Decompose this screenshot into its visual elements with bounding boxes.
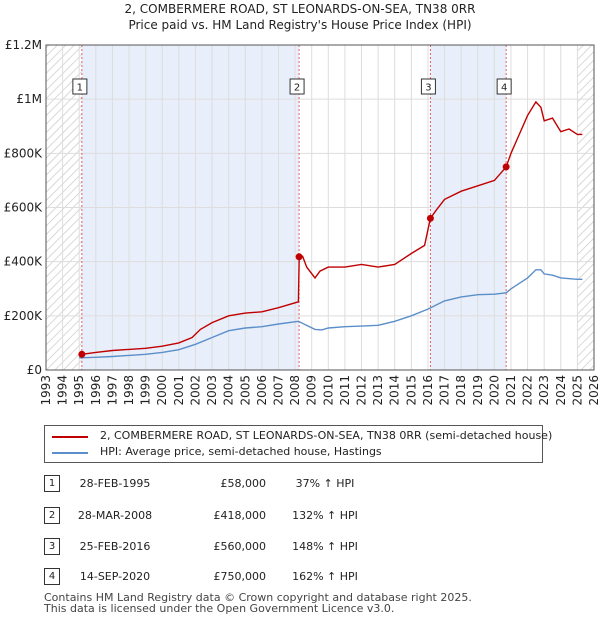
x-tick-label: 2026 [587, 375, 600, 406]
sale-label: 1 [72, 78, 88, 95]
sale-hpi-change: 132% ↑ HPI [292, 509, 358, 522]
sale-row: 2 28-MAR-2008 £418,000 132% ↑ HPI [0, 507, 600, 527]
x-tick-label: 2007 [271, 375, 285, 406]
sale-point [295, 253, 303, 261]
legend: 2, COMBERMERE ROAD, ST LEONARDS-ON-SEA, … [44, 425, 552, 463]
sale-label-text: 4 [501, 83, 507, 94]
y-tick-label: £1M [16, 92, 42, 106]
sale-price: £58,000 [220, 477, 267, 490]
x-tick-label: 2017 [438, 375, 452, 406]
x-tick-label: 2016 [421, 375, 435, 406]
sale-hpi-change: 148% ↑ HPI [292, 540, 358, 553]
footer-licence: This data is licensed under the Open Gov… [44, 602, 395, 615]
sale-price: £560,000 [213, 540, 267, 553]
sale-point [426, 214, 434, 222]
sale-row: 3 25-FEB-2016 £560,000 148% ↑ HPI [0, 538, 600, 558]
x-tick-label: 1999 [139, 375, 153, 406]
hpi-line [79, 269, 583, 359]
x-tick-label: 2006 [255, 375, 269, 406]
x-tick-label: 1994 [56, 375, 70, 406]
x-tick-label: 2019 [471, 375, 485, 406]
sale-label-text: 3 [425, 83, 431, 94]
x-tick-label: 2009 [305, 375, 319, 406]
x-tick-label: 2005 [238, 375, 252, 406]
x-tick-label: 2002 [188, 375, 202, 406]
sale-price: £418,000 [213, 509, 267, 522]
sale-label-box [496, 78, 512, 95]
x-tick-label: 2015 [404, 375, 418, 406]
x-tick-label: 2004 [222, 375, 236, 406]
y-tick-label: £1.2M [5, 38, 42, 52]
chart-title: 2, COMBERMERE ROAD, ST LEONARDS-ON-SEA, … [124, 2, 476, 16]
x-tick-label: 1997 [105, 375, 119, 406]
sale-marker-box: 2 [44, 507, 60, 524]
x-tick-label: 2008 [288, 375, 302, 406]
sale-point [502, 163, 510, 171]
sale-label-text: 2 [294, 83, 300, 94]
plot-frame [45, 44, 595, 371]
x-tick-label: 2011 [338, 375, 352, 406]
sale-label-box [289, 78, 305, 95]
x-tick-label: 2003 [205, 375, 219, 406]
sale-row: 4 14-SEP-2020 £750,000 162% ↑ HPI [0, 568, 600, 588]
sale-hpi-change: 37% ↑ HPI [295, 477, 355, 490]
y-tick-label: £800K [4, 146, 44, 160]
legend-label-hpi: HPI: Average price, semi-detached house,… [100, 445, 382, 458]
sale-date: 14-SEP-2020 [79, 570, 151, 583]
sale-date: 28-MAR-2008 [77, 509, 153, 522]
legend-swatch-hpi [52, 452, 88, 454]
sale-marker-box: 3 [44, 538, 60, 555]
sale-label: 2 [289, 78, 305, 95]
sale-hpi-change: 162% ↑ HPI [292, 570, 358, 583]
x-tick-label: 2025 [570, 375, 584, 406]
sale-label-text: 1 [77, 83, 83, 94]
x-tick-label: 2021 [504, 375, 518, 406]
x-tick-label: 2000 [155, 375, 169, 406]
sale-label: 4 [496, 78, 512, 95]
y-tick-label: £600K [4, 201, 44, 215]
y-tick-label: £400K [4, 255, 44, 269]
legend-label-property: 2, COMBERMERE ROAD, ST LEONARDS-ON-SEA, … [100, 429, 553, 442]
sale-label: 3 [420, 78, 436, 95]
sale-point [78, 350, 86, 358]
sale-row: 1 28-FEB-1995 £58,000 37% ↑ HPI [0, 475, 600, 495]
sale-label-box [72, 78, 88, 95]
x-tick-label: 2023 [537, 375, 551, 406]
sale-label-box [420, 78, 436, 95]
x-tick-label: 1995 [72, 375, 86, 406]
x-tick-label: 2013 [371, 375, 385, 406]
x-tick-label: 2020 [487, 375, 501, 406]
x-tick-label: 2012 [355, 375, 369, 406]
x-tick-label: 1993 [39, 375, 53, 406]
sale-marker-box: 4 [44, 568, 60, 585]
x-tick-label: 2010 [321, 375, 335, 406]
x-tick-label: 1998 [122, 375, 136, 406]
y-tick-label: £0 [27, 363, 42, 377]
footer-copyright: Contains HM Land Registry data © Crown c… [44, 591, 472, 604]
x-tick-label: 1996 [89, 375, 103, 406]
sale-marker-box: 1 [44, 475, 60, 492]
chart-subtitle: Price paid vs. HM Land Registry's House … [128, 18, 472, 32]
x-tick-label: 2001 [172, 375, 186, 406]
property-price-line [81, 100, 583, 355]
x-tick-label: 2024 [554, 375, 568, 406]
x-tick-label: 2014 [388, 375, 402, 406]
legend-swatch-property [52, 436, 88, 438]
y-tick-label: £200K [4, 309, 44, 323]
x-tick-label: 2022 [521, 375, 535, 406]
sale-price: £750,000 [213, 570, 267, 583]
sale-date: 25-FEB-2016 [79, 540, 151, 553]
sale-date: 28-FEB-1995 [79, 477, 151, 490]
x-tick-label: 2018 [454, 375, 468, 406]
